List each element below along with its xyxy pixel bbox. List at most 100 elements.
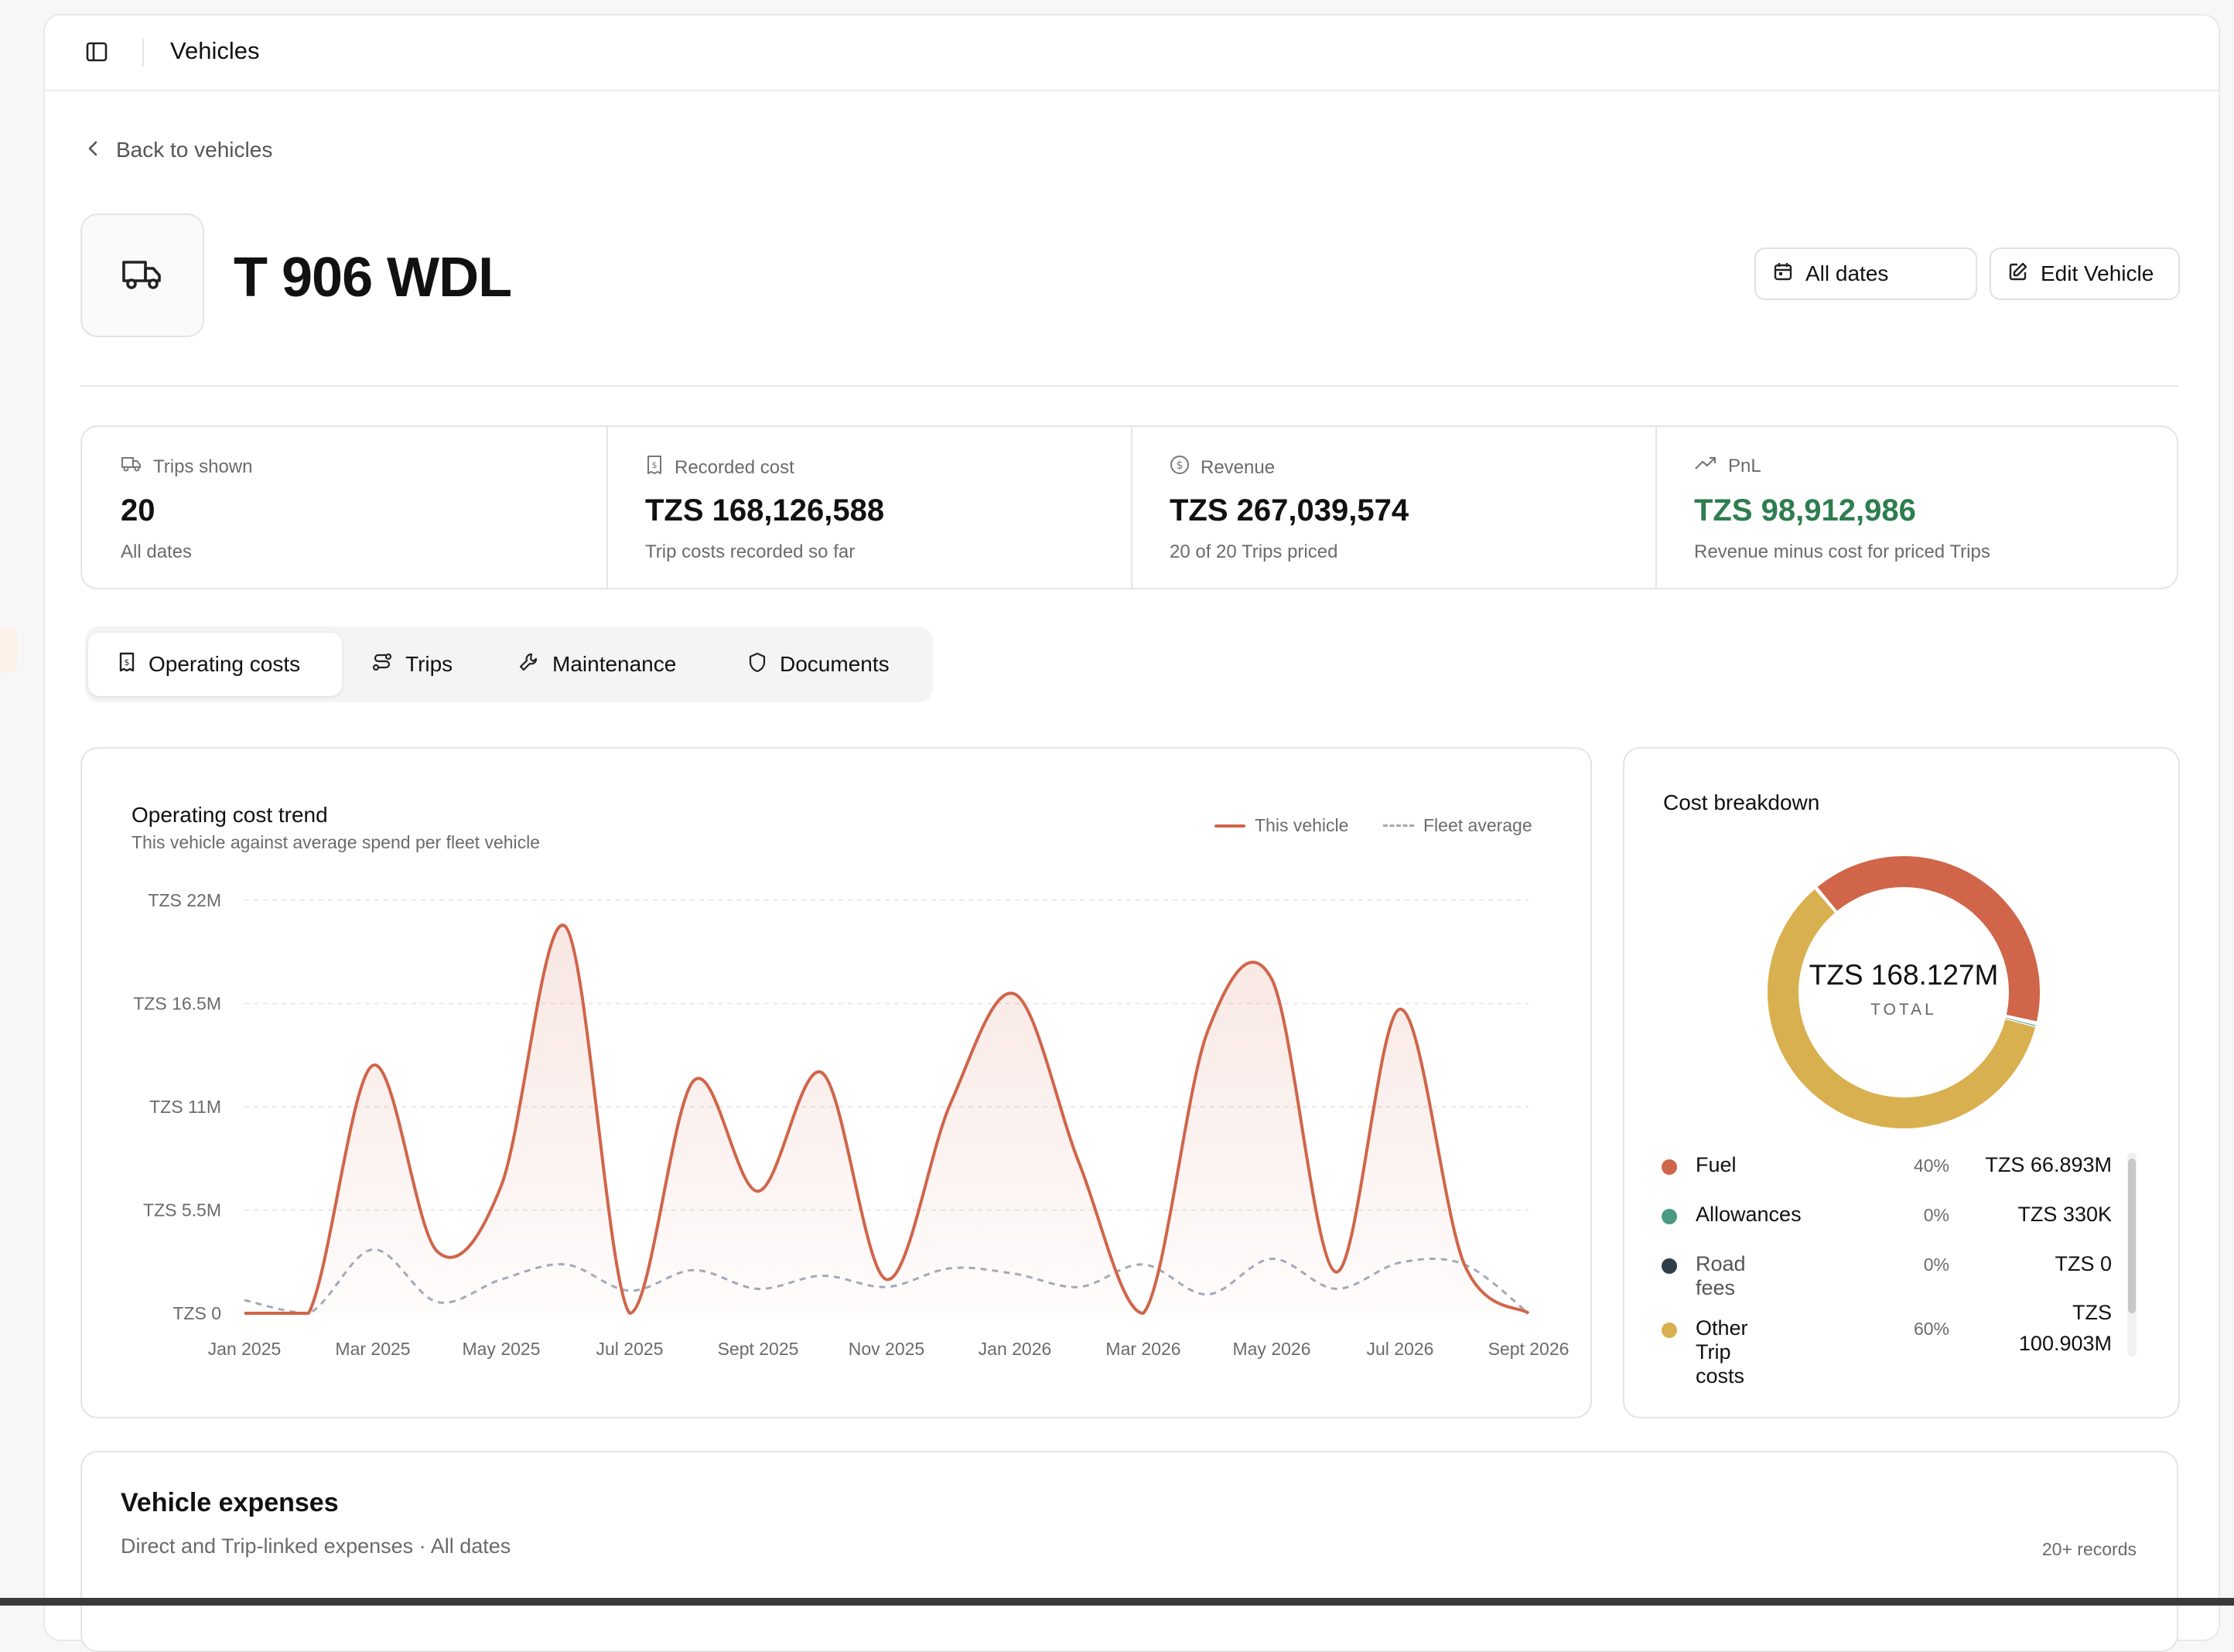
stat-revenue-value: TZS 267,039,574 <box>1170 493 1409 527</box>
donut-slice <box>2005 1017 2036 1026</box>
shield-icon <box>747 651 767 678</box>
donut-total-label: TOTAL <box>1870 1001 1937 1019</box>
route-icon <box>371 652 393 678</box>
edit-vehicle-label: Edit Vehicle <box>2041 261 2154 285</box>
tab-operating-costs[interactable]: $ Operating costs <box>88 633 342 696</box>
this-vehicle-line <box>244 923 1530 1316</box>
tab-bar: $ Operating costs Trips Maintenance Docu… <box>85 626 933 702</box>
dollar-icon: $ <box>1170 455 1190 480</box>
stat-pnl-sub: Revenue minus cost for priced Trips <box>1694 541 1990 562</box>
stat-revenue-label: $ Revenue <box>1170 455 1275 480</box>
other-trip-costs-value-2: 100.903M <box>2018 1332 2112 1355</box>
date-filter-button[interactable]: All dates <box>1754 247 1977 300</box>
x-tick-label: Mar 2026 <box>1105 1339 1180 1359</box>
y-tick-label: TZS 16.5M <box>133 994 221 1014</box>
x-tick-label: Jul 2025 <box>596 1339 664 1359</box>
trend-chart: TZS 0 TZS 5.5M TZS 11M TZS 16.5M TZS 22M Jan … <box>133 890 1570 1359</box>
x-tick-label: Nov 2025 <box>849 1339 924 1359</box>
date-filter-label: All dates <box>1805 261 1889 285</box>
expenses-card: Vehicle expenses Direct and Trip-linked … <box>80 1451 2178 1652</box>
other-trip-costs-dot <box>1662 1323 1677 1338</box>
svg-text:$: $ <box>652 460 658 470</box>
x-tick-label: Sept 2026 <box>1488 1339 1570 1359</box>
donut-slice <box>1768 889 2036 1128</box>
expenses-subtitle: Direct and Trip-linked expenses · All da… <box>121 1534 511 1558</box>
truck-icon <box>121 256 164 295</box>
legend-line-dashed <box>1383 824 1414 827</box>
fuel-pct: 40% <box>1913 1155 1949 1176</box>
legend-line-solid <box>1214 824 1245 828</box>
other-trip-costs-value-1: TZS <box>2072 1301 2112 1324</box>
legend-fleet-average: Fleet average <box>1383 815 1532 836</box>
allowances-value: TZS 330K <box>2017 1203 2112 1226</box>
road-fees-label: Road fees <box>1696 1252 1746 1299</box>
stats-divider <box>1655 427 1657 588</box>
allowances-pct: 0% <box>1923 1205 1949 1225</box>
stat-trips-value: 20 <box>121 493 155 527</box>
stat-pnl-label: PnL <box>1694 455 1761 477</box>
stat-pnl-value: TZS 98,912,986 <box>1694 493 1916 527</box>
x-tick-label: Jan 2026 <box>979 1339 1052 1359</box>
calendar-icon <box>1773 261 1793 287</box>
back-link[interactable]: Back to vehicles <box>87 138 272 162</box>
tab-trips[interactable]: Trips <box>371 633 453 696</box>
legend-this-vehicle: This vehicle <box>1214 815 1348 836</box>
receipt-icon: $ <box>118 652 136 678</box>
stats-divider <box>606 427 608 588</box>
back-link-label: Back to vehicles <box>116 138 273 162</box>
sidebar-active-marker <box>0 628 17 673</box>
expenses-title: Vehicle expenses <box>121 1488 339 1517</box>
vehicle-avatar <box>80 213 204 337</box>
header-divider <box>80 385 2178 387</box>
tab-maintenance[interactable]: Maintenance <box>518 633 676 696</box>
truck-icon <box>121 455 142 479</box>
top-bar: Vehicles <box>45 15 2219 91</box>
tab-documents[interactable]: Documents <box>747 633 890 696</box>
fuel-dot <box>1662 1159 1677 1175</box>
stats-divider <box>1131 427 1132 588</box>
stats-card: Trips shown 20 All dates $ Recorded cost… <box>80 425 2178 589</box>
x-tick-label: May 2026 <box>1232 1339 1310 1359</box>
allowances-label: Allowances <box>1696 1203 1802 1226</box>
edit-icon <box>2008 261 2028 287</box>
road-fees-value: TZS 0 <box>2055 1252 2112 1275</box>
stat-cost-sub: Trip costs recorded so far <box>645 541 856 562</box>
stat-trips-label: Trips shown <box>121 455 252 479</box>
other-trip-costs-label: Other Trip costs <box>1696 1316 1748 1387</box>
stat-cost-value: TZS 168,126,588 <box>645 493 885 527</box>
trend-up-icon <box>1694 455 1717 477</box>
bottom-edge <box>0 1598 2234 1606</box>
trend-title: Operating cost trend <box>132 803 328 827</box>
stat-cost-label: $ Recorded cost <box>645 455 794 480</box>
stat-trips-sub: All dates <box>121 541 193 562</box>
sidebar-toggle-icon[interactable] <box>85 40 108 63</box>
breakdown-donut <box>1768 856 2040 1128</box>
donut-slice <box>1817 856 2040 1022</box>
stat-revenue-sub: 20 of 20 Trips priced <box>1170 541 1338 562</box>
topbar-divider <box>142 39 144 67</box>
breakdown-scrollbar-thumb[interactable] <box>2128 1159 2136 1313</box>
svg-text:$: $ <box>1177 459 1184 472</box>
expenses-count: 20+ records <box>2041 1539 2137 1559</box>
road-fees-pct: 0% <box>1923 1254 1949 1275</box>
wrench-icon <box>518 651 540 678</box>
this-vehicle-area <box>244 925 1529 1313</box>
fuel-label: Fuel <box>1696 1153 1737 1176</box>
x-tick-label: Jan 2025 <box>208 1339 282 1359</box>
breakdown-card: Cost breakdown TZS 168.127M TOTAL <box>1623 747 2180 1418</box>
edit-vehicle-button[interactable]: Edit Vehicle <box>1990 247 2180 300</box>
x-tick-label: May 2025 <box>462 1339 540 1359</box>
breakdown-title: Cost breakdown <box>1663 790 1820 814</box>
x-tick-label: Jul 2026 <box>1367 1339 1434 1359</box>
trend-subtitle: This vehicle against average spend per f… <box>132 832 541 852</box>
y-tick-label: TZS 5.5M <box>143 1200 221 1220</box>
y-tick-label: TZS 0 <box>173 1303 221 1323</box>
donut-total-value: TZS 168.127M <box>1809 959 1999 991</box>
vehicle-plate: T 906 WDL <box>234 247 512 309</box>
fuel-value: TZS 66.893M <box>1985 1153 2112 1176</box>
other-trip-costs-pct: 60% <box>1913 1319 1949 1339</box>
page-title: Vehicles <box>170 37 260 64</box>
svg-text:$: $ <box>125 657 130 667</box>
y-tick-label: TZS 22M <box>148 890 221 910</box>
y-tick-label: TZS 11M <box>149 1097 221 1117</box>
